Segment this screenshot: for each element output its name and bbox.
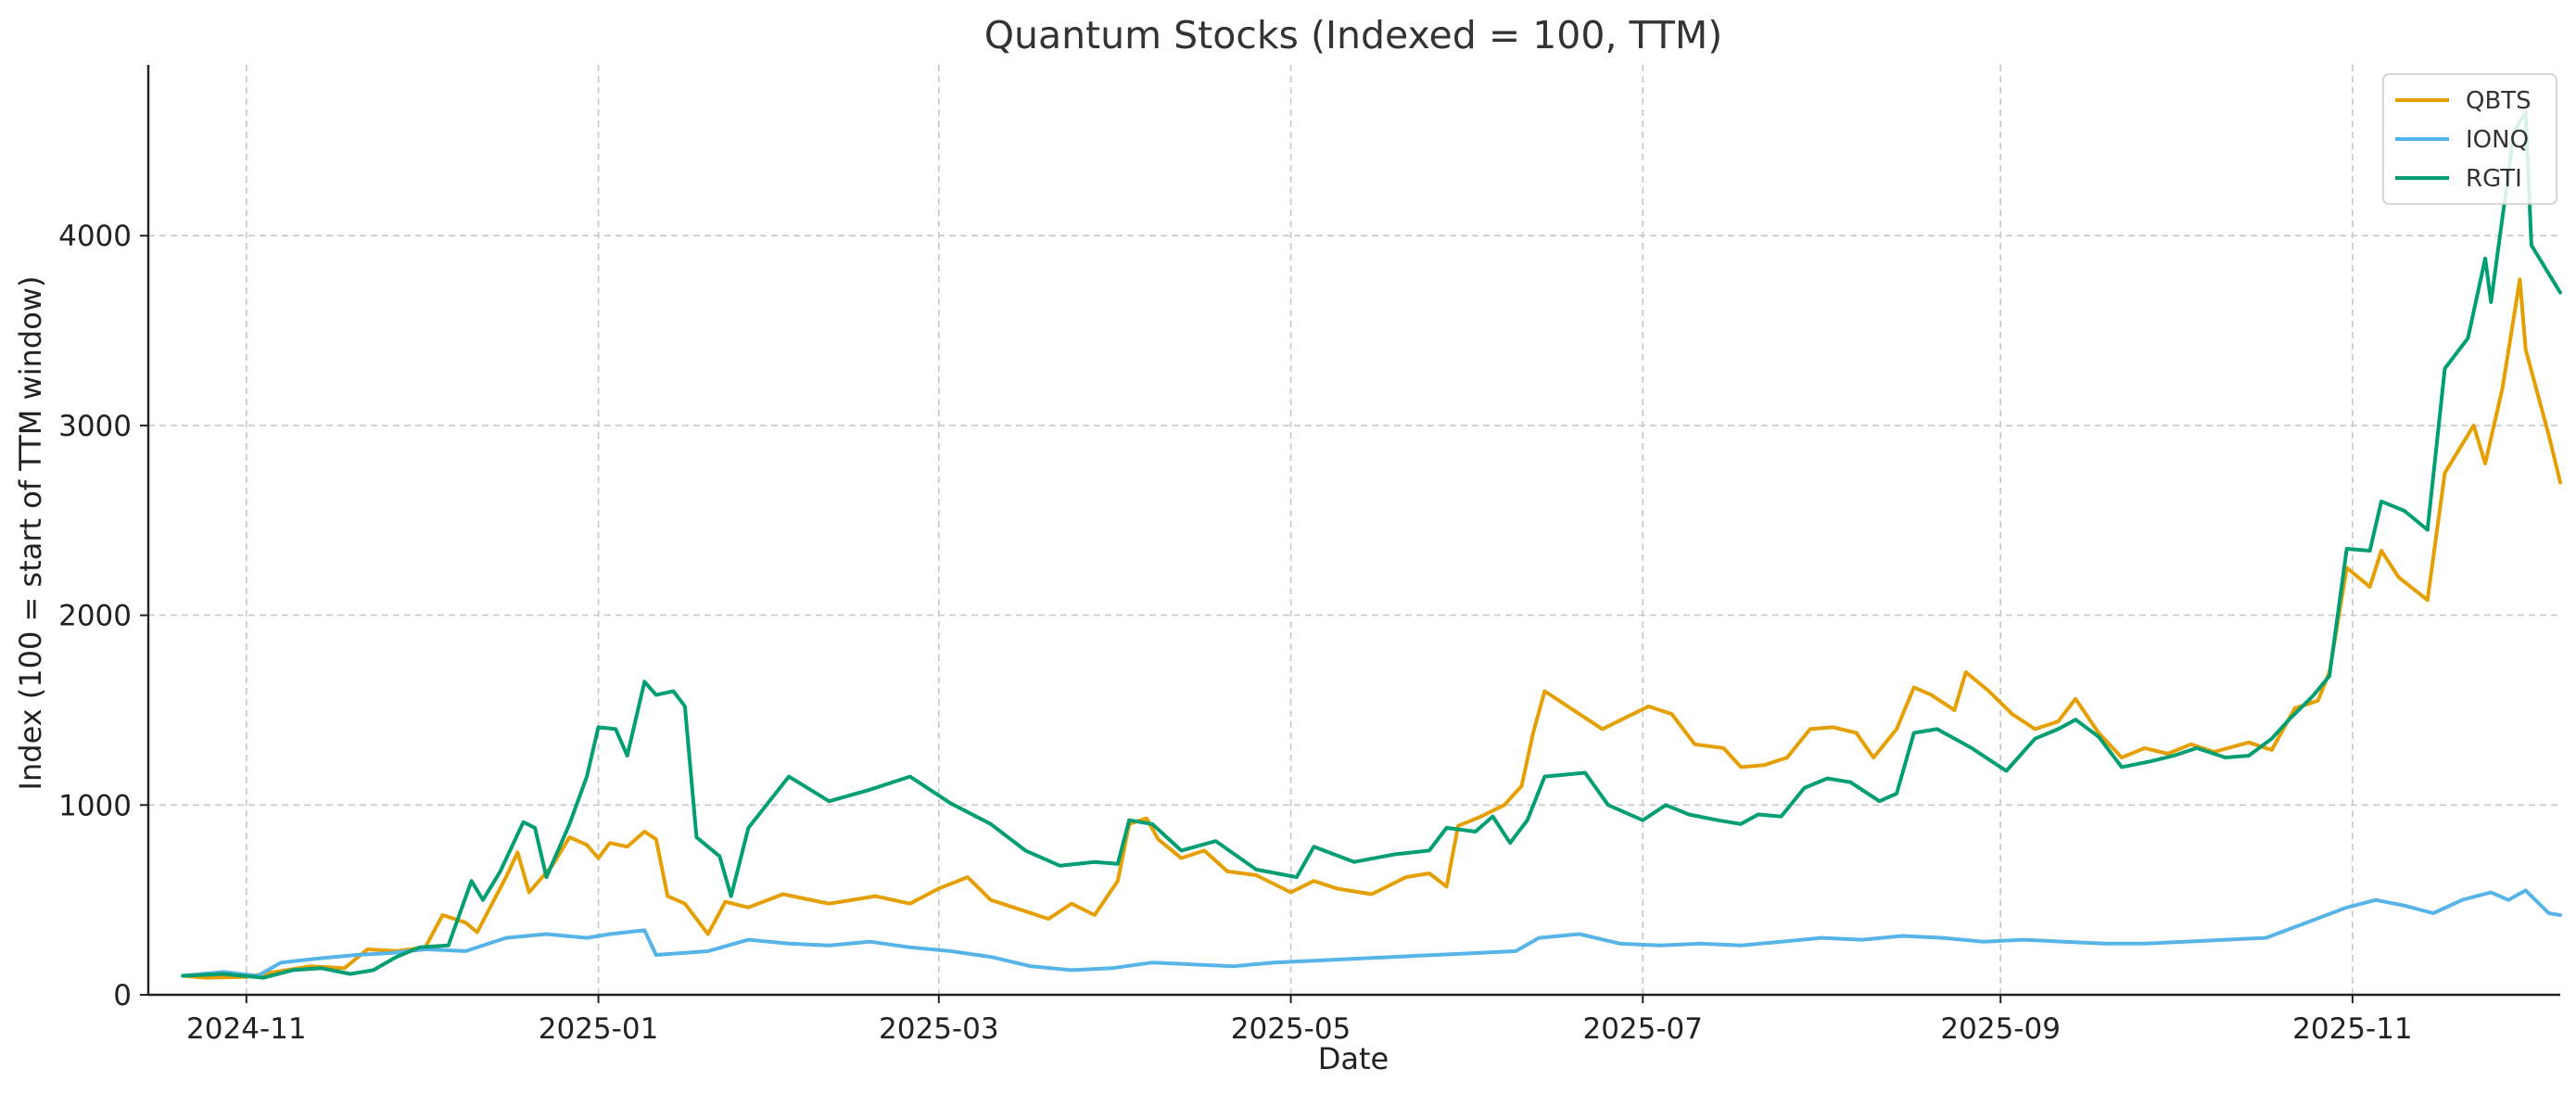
legend-label-qbts: QBTS <box>2466 87 2532 115</box>
x-ticks: 2024-11 2025-01 2025-03 2025-05 2025-07 2025-… <box>186 995 2413 1046</box>
series-lines <box>181 110 2562 980</box>
y-ticks: 0 1000 2000 3000 4000 <box>58 220 148 1012</box>
legend-box <box>2382 73 2557 205</box>
y-axis-label: Index (100 = start of TTM window) <box>13 276 48 791</box>
y-tick-label: 0 <box>113 979 132 1012</box>
y-tick-label: 3000 <box>58 410 132 443</box>
x-tick-label: 2024-11 <box>186 1012 307 1046</box>
x-tick-label: 2025-07 <box>1582 1012 1703 1046</box>
x-tick-label: 2025-11 <box>2292 1012 2413 1046</box>
x-tick-label: 2025-03 <box>879 1012 999 1046</box>
series-line-qbts <box>181 277 2562 980</box>
series-line-rgti <box>181 110 2562 980</box>
axes <box>146 65 2560 997</box>
x-axis-label: Date <box>1318 1041 1389 1076</box>
y-tick-label: 4000 <box>58 220 132 253</box>
x-tick-label: 2025-05 <box>1231 1012 1351 1046</box>
x-tick-label: 2025-01 <box>539 1012 659 1046</box>
grid <box>148 65 2560 995</box>
y-tick-label: 2000 <box>58 600 132 633</box>
legend: QBTS IONQ RGTI <box>2382 73 2557 205</box>
x-tick-label: 2025-09 <box>1940 1012 2061 1046</box>
legend-label-ionq: IONQ <box>2466 126 2529 154</box>
legend-label-rgti: RGTI <box>2466 165 2522 193</box>
chart-title: Quantum Stocks (Indexed = 100, TTM) <box>984 13 1723 57</box>
series-line-ionq <box>181 888 2562 978</box>
y-tick-label: 1000 <box>58 789 132 822</box>
